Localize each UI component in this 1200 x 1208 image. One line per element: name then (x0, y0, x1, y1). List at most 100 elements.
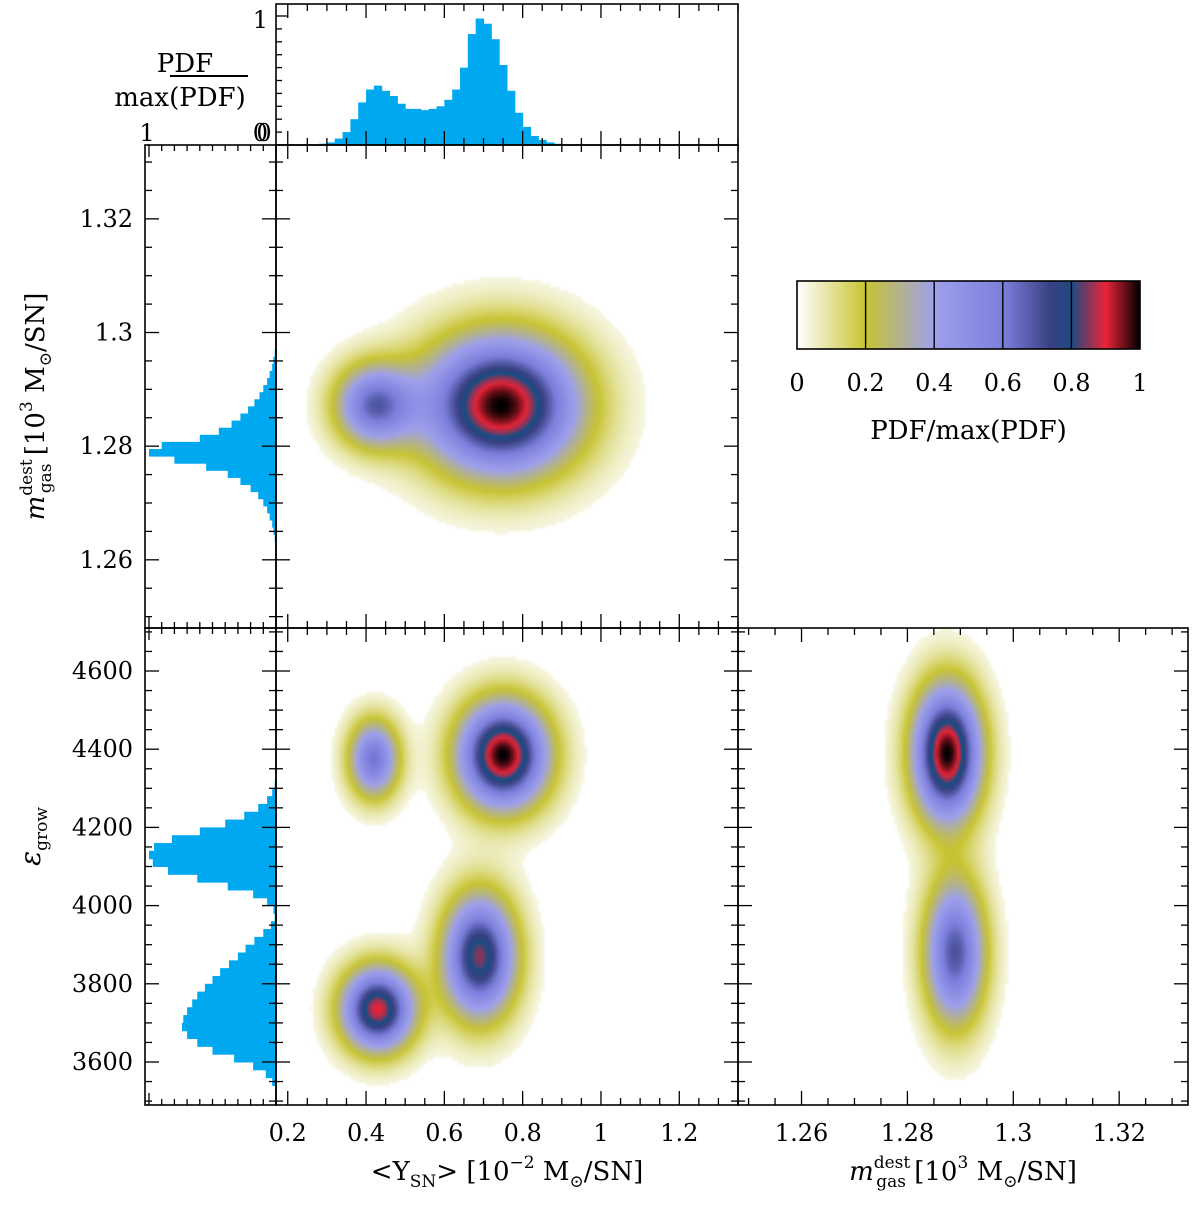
hist-eps-bar (253, 889, 276, 899)
hist-eps-bar (171, 835, 276, 844)
lbl-sup: dest (874, 1153, 911, 1173)
colorbar-tick-label: 0.2 (847, 369, 885, 397)
x-tick-label-mgas: 1.32 (1092, 1119, 1145, 1147)
hist-eps-bar (204, 983, 276, 993)
lbl-part: /SN] (584, 1157, 643, 1187)
hist-mgas-bar (259, 392, 276, 400)
lbl-part: M (535, 1157, 570, 1187)
hist-Y-bar (389, 95, 398, 145)
hist-mgas-bar (269, 370, 276, 379)
hist-Y-bar (460, 67, 469, 145)
lbl-sub: ⊙ (36, 352, 56, 366)
colorbar: 0 0.2 0.4 0.6 0.8 1 PDF/max(PDF) (789, 280, 1148, 446)
panel-Y-vs-mgas-contours (462, 371, 540, 439)
lbl-part: M (21, 366, 51, 401)
hist-Y-bar (499, 65, 508, 145)
lbl-part: m (849, 1157, 874, 1187)
hist-Y-bar (405, 108, 414, 145)
hist-Y-bar (452, 89, 461, 145)
colorbar-tick-label: 1 (1132, 369, 1147, 397)
colorbar-tick-label: 0.6 (984, 369, 1022, 397)
hist-eps-bar (199, 827, 276, 836)
labels-layer: 0.2 0.4 0.6 0.8 1 1.2 1.26 1.28 1.3 1.32 1.26 1.28 1… (14, 6, 1146, 1192)
y-tick-label-eps: 4400 (72, 735, 133, 763)
hist-Y-bar (420, 110, 430, 145)
hist-Y-bar (413, 108, 422, 145)
y-tick-label-eps: 3800 (72, 970, 133, 998)
hist-Y-bar (373, 85, 383, 145)
hist-mgas-bar (161, 441, 276, 450)
lbl-sup: dest (17, 459, 37, 496)
hist-mgas-bar (267, 505, 276, 514)
hist-Y-bar (326, 142, 336, 145)
hist-eps-bar (192, 999, 276, 1008)
hist-mgas-bar (240, 477, 276, 486)
hist-eps-bar (225, 819, 276, 828)
hist-Y-bar (467, 34, 477, 146)
panel-Y-vs-mgas-contour-0.8 (462, 371, 540, 439)
marginal-left-tick-0: 0 (256, 119, 271, 147)
y-tick-label-eps: 4000 (72, 892, 133, 920)
x-tick-label-Y: 1.2 (660, 1119, 698, 1147)
lbl-part: <Y (371, 1157, 411, 1187)
y-axis-label-mgas: mdestgas [103 M⊙/SN] (17, 293, 56, 521)
hist-Y-bar (350, 119, 359, 145)
hist-eps-bar (168, 866, 276, 875)
panel-mgas-vs-eps-contour-0.8 (929, 720, 965, 787)
hist-eps-bar (197, 991, 276, 1000)
lbl-sup: 3 (957, 1153, 968, 1173)
colorbar-frame (796, 280, 1141, 350)
x-axis-label-Y: <YSN> [10−2 M⊙/SN] (371, 1153, 643, 1192)
y-tick-label-mgas: 1.32 (80, 205, 133, 233)
y-tick-label-mgas: 1.3 (95, 319, 133, 347)
hist-eps-bar (212, 1046, 276, 1055)
colorbar-ramp (797, 281, 1140, 349)
x-tick-label-Y: 0.2 (269, 1119, 307, 1147)
panel-Y-vs-eps-contours (364, 728, 526, 1025)
hist-Y-bar (514, 112, 524, 145)
marginal-left-tick-1: 1 (139, 119, 154, 147)
hist-mgas-bar (231, 420, 276, 429)
lbl-part: m (21, 496, 51, 521)
hist-eps-bar (258, 803, 276, 813)
hist-eps-bar (273, 905, 276, 914)
lbl-part: /SN] (21, 293, 51, 352)
panel-Y-vs-eps (276, 628, 738, 1105)
panels-layer (149, 18, 1188, 1105)
hist-mgas-bar (248, 406, 276, 414)
y-axis-label-eps: εgrow (14, 807, 52, 866)
marginal-top-tick-1: 1 (253, 6, 268, 34)
hist-eps-bar (229, 960, 276, 969)
hist-eps-bar (187, 1007, 276, 1016)
ticks-layer (145, 4, 1188, 1105)
colorbar-label: PDF/max(PDF) (870, 416, 1067, 446)
lbl-sup: 3 (17, 401, 37, 412)
colorbar-tick-label: 0 (789, 369, 804, 397)
hist-eps-bar (197, 1038, 276, 1047)
hist-eps-bar (265, 1069, 276, 1079)
hist-eps-bar (263, 929, 276, 938)
x-tick-label-Y: 1 (593, 1119, 608, 1147)
x-axis-label-mgas: mdest gas [103 M⊙/SN] (849, 1153, 1077, 1192)
hist-mgas-bar (227, 470, 276, 478)
hist-eps-bar (253, 1061, 276, 1071)
hist-Y-bar (428, 108, 438, 145)
x-tick-label-Y: 0.4 (347, 1119, 385, 1147)
hist-eps-bar (245, 944, 276, 954)
y-tick-label-eps: 3600 (72, 1048, 133, 1076)
hist-eps-bar (154, 843, 276, 852)
hist-mgas-bar (250, 484, 276, 493)
hist-eps-bar (182, 1022, 276, 1032)
lbl-part: > [10 (436, 1157, 509, 1187)
hist-eps-bar (234, 1054, 276, 1063)
y-tick-label-mgas: 1.28 (80, 432, 133, 460)
hist-Y-bar (436, 106, 445, 145)
lbl-sup: −2 (510, 1153, 535, 1173)
hist-Y-bar (381, 90, 391, 145)
marginal-label-numerator: PDF (157, 49, 213, 79)
hist-mgas-bar (149, 449, 276, 457)
lbl-part: [10 (906, 1157, 958, 1187)
lbl-part: ε (14, 851, 47, 866)
hist-eps-bar (267, 796, 276, 805)
